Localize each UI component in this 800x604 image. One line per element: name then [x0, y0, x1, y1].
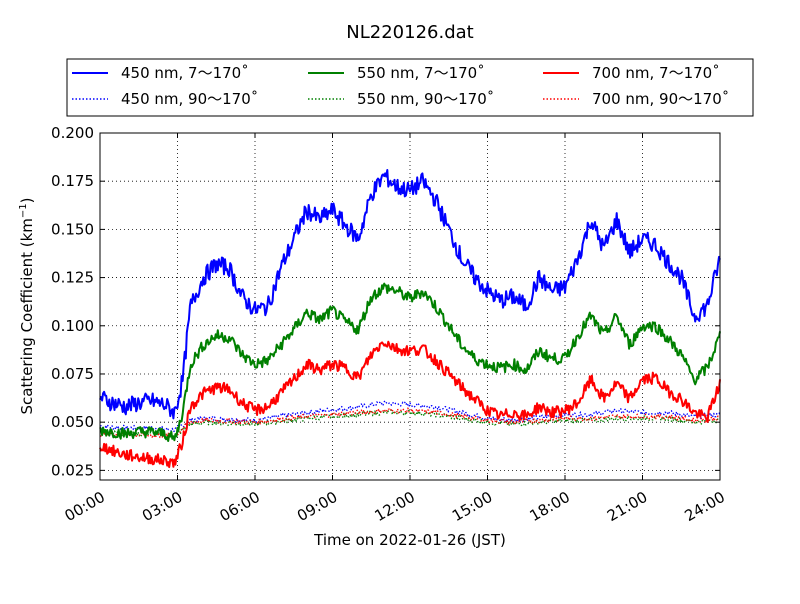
series-line	[99, 340, 721, 469]
x-tick-label: 09:00	[294, 488, 340, 525]
y-tick-label: 0.150	[51, 220, 94, 238]
y-tick-label: 0.175	[51, 172, 94, 190]
y-axis-label-close: )	[18, 197, 36, 203]
legend-label: 450 nm, 90～170˚	[121, 90, 258, 108]
y-axis-label: Scattering Coefficient (km−1)	[18, 197, 36, 414]
grid	[100, 132, 720, 480]
chart-title: NL220126.dat	[346, 22, 473, 43]
y-tick-label: 0.025	[51, 461, 94, 479]
legend-label: 550 nm, 90～170˚	[357, 90, 494, 108]
x-tick-label: 06:00	[217, 488, 263, 525]
y-axis-label-exponent: −1	[18, 203, 29, 218]
x-tick-label: 00:00	[62, 488, 108, 525]
x-tick-label: 21:00	[604, 488, 650, 525]
series-line	[99, 409, 721, 438]
y-axis-label-main: Scattering Coefficient (km	[18, 218, 36, 414]
series-line	[99, 407, 721, 439]
y-tick-label: 0.100	[51, 317, 94, 335]
series-line	[99, 282, 721, 442]
y-tick-label: 0.050	[51, 413, 94, 431]
x-tick-label: 18:00	[527, 488, 573, 525]
legend-label: 550 nm, 7～170˚	[357, 64, 485, 82]
legend-label: 450 nm, 7～170˚	[121, 64, 249, 82]
legend-label: 700 nm, 90～170˚	[592, 90, 729, 108]
y-tick-label: 0.200	[51, 124, 94, 142]
plot-lines	[99, 169, 721, 469]
x-tick-label: 15:00	[449, 488, 495, 525]
series-line	[99, 400, 721, 433]
x-axis-label: Time on 2022-01-26 (JST)	[313, 531, 506, 549]
y-tick-label: 0.075	[51, 365, 94, 383]
x-tick-label: 12:00	[372, 488, 418, 525]
legend-label: 700 nm, 7～170˚	[592, 64, 720, 82]
x-tick-label: 03:00	[139, 488, 185, 525]
legend-box	[66, 58, 754, 117]
series-line	[99, 169, 721, 420]
y-tick-label: 0.125	[51, 269, 94, 287]
legend: 450 nm, 7～170˚ 450 nm, 90～170˚ 550 nm, 7～1…	[66, 58, 754, 117]
x-tick-label: 24:00	[682, 488, 728, 525]
